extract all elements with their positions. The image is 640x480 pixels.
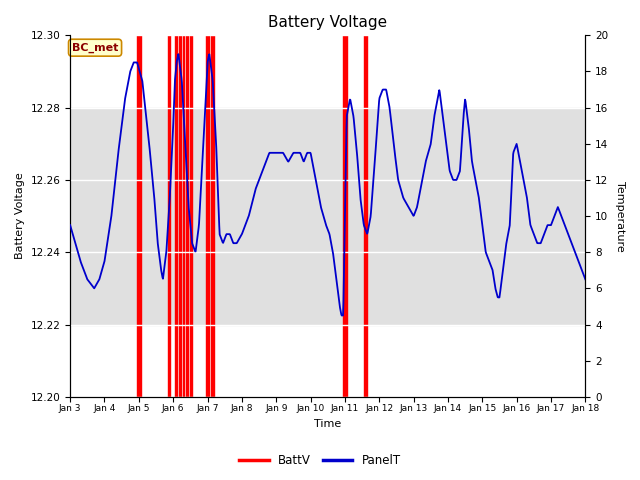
Bar [137,36,141,397]
Bar [179,36,180,397]
Bar [70,108,586,324]
Bar [183,36,184,397]
Bar [206,36,209,397]
Bar [175,36,177,397]
Bar [186,36,188,397]
Bar [168,36,170,397]
Y-axis label: Temperature: Temperature [615,180,625,252]
X-axis label: Time: Time [314,419,341,429]
Bar [364,36,367,397]
Y-axis label: Battery Voltage: Battery Voltage [15,173,25,260]
Bar [211,36,214,397]
Text: BC_met: BC_met [72,43,118,53]
Bar [189,36,192,397]
Legend: BattV, PanelT: BattV, PanelT [234,449,406,472]
Title: Battery Voltage: Battery Voltage [268,15,387,30]
Bar [343,36,347,397]
